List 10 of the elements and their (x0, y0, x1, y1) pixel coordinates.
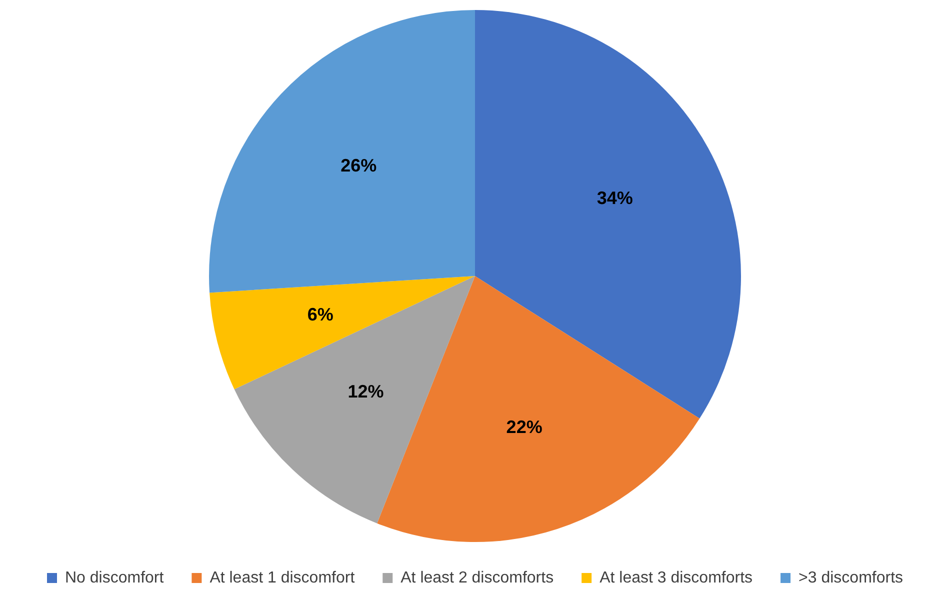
data-label: 12% (348, 381, 384, 402)
legend-label: No discomfort (64, 569, 164, 586)
legend-label: At least 3 discomforts (600, 569, 753, 586)
legend-label: At least 1 discomfort (210, 569, 356, 586)
data-label: 6% (307, 304, 334, 325)
data-label: 22% (506, 416, 542, 437)
legend-label: >3 discomforts (798, 569, 904, 586)
data-label: 34% (596, 188, 633, 208)
legend-label: At least 2 discomforts (400, 569, 554, 586)
data-label: 26% (340, 156, 377, 176)
